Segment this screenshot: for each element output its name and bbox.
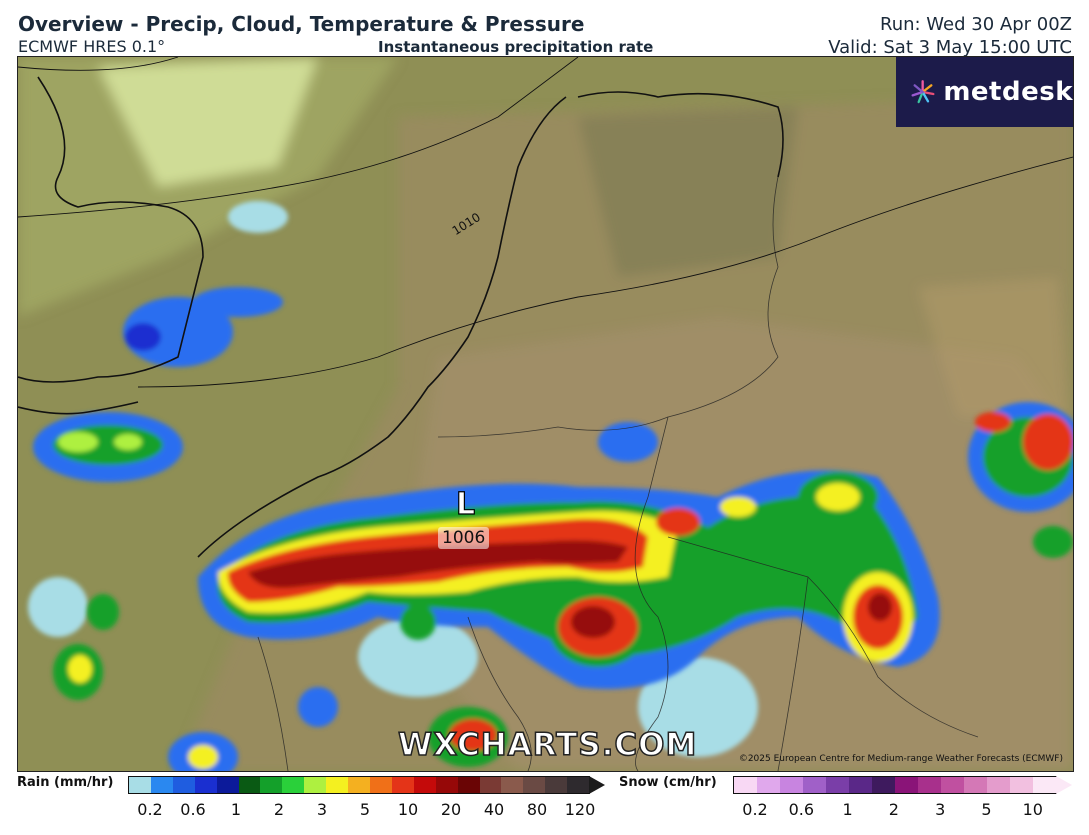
snow-swatch — [1010, 777, 1033, 793]
snow-swatch — [734, 777, 757, 793]
rain-swatch — [567, 777, 590, 793]
rain-tick: 3 — [316, 800, 328, 819]
map-canvas — [18, 57, 1073, 771]
rain-tick: 0.2 — [137, 800, 163, 819]
rain-color-bar — [128, 776, 590, 794]
rain-tick: 2 — [273, 800, 285, 819]
valid-time: Valid: Sat 3 May 15:00 UTC — [828, 37, 1072, 58]
snow-tick: 5 — [981, 800, 992, 819]
rain-tick: 5 — [359, 800, 371, 819]
rain-tick: 10 — [397, 800, 419, 819]
rain-swatch — [282, 777, 305, 793]
snow-color-bar — [733, 776, 1057, 794]
rain-bar-arrow — [589, 776, 605, 794]
rain-tick: 120 — [564, 800, 596, 819]
rain-swatch — [501, 777, 524, 793]
snow-swatch — [895, 777, 918, 793]
snow-swatch — [987, 777, 1010, 793]
chart-title: Overview - Precip, Cloud, Temperature & … — [18, 12, 585, 36]
rain-swatch — [238, 777, 261, 793]
rain-swatch — [194, 777, 217, 793]
run-time: Run: Wed 30 Apr 00Z — [880, 14, 1072, 35]
rain-tick: 20 — [440, 800, 462, 819]
rain-swatch — [435, 777, 458, 793]
rain-swatch — [369, 777, 392, 793]
borders — [257, 176, 979, 771]
rain-tick: 1 — [230, 800, 242, 819]
rain-swatch — [216, 777, 239, 793]
rain-swatch — [457, 777, 480, 793]
rain-legend-label: Rain (mm/hr) — [17, 775, 114, 790]
low-pressure-marker: L — [455, 486, 476, 522]
snow-tick: 0.2 — [742, 800, 768, 819]
rain-tick: 80 — [526, 800, 548, 819]
rain-swatch — [413, 777, 436, 793]
metdesk-logo: metdesk — [896, 57, 1073, 127]
snow-legend-label: Snow (cm/hr) — [619, 775, 717, 790]
rain-swatch — [172, 777, 195, 793]
snow-swatch — [849, 777, 872, 793]
weather-map[interactable]: metdesk 1010 L 1006 WXCHARTS.COM ©2025 E… — [17, 56, 1074, 772]
rain-swatch — [545, 777, 568, 793]
snow-swatch — [803, 777, 826, 793]
rain-swatch — [304, 777, 327, 793]
chart-subtitle: Instantaneous precipitation rate — [378, 38, 654, 56]
light-precip-patches — [28, 201, 758, 757]
snow-swatch — [780, 777, 803, 793]
model-name: ECMWF HRES 0.1° — [18, 37, 166, 56]
snow-swatch — [826, 777, 849, 793]
rain-swatch — [479, 777, 502, 793]
rain-swatch — [129, 777, 151, 793]
low-pressure-value: 1006 — [438, 527, 490, 549]
metdesk-flower-icon — [911, 80, 935, 104]
snow-swatch — [872, 777, 895, 793]
snow-tick: 1 — [842, 800, 853, 819]
rain-swatch — [260, 777, 283, 793]
snow-tick: 0.6 — [788, 800, 815, 819]
snow-swatch — [918, 777, 941, 793]
snow-swatch — [757, 777, 780, 793]
rain-tick: 0.6 — [180, 800, 206, 819]
snow-swatch — [1033, 777, 1056, 793]
rain-swatch — [348, 777, 370, 793]
logo-text: metdesk — [943, 77, 1073, 107]
precipitation-bands — [33, 287, 1073, 771]
copyright-notice: ©2025 European Centre for Medium-range W… — [738, 754, 1063, 764]
rain-swatch — [150, 777, 173, 793]
isobars — [18, 57, 1073, 388]
snow-swatch — [964, 777, 987, 793]
snow-swatch — [941, 777, 964, 793]
coastlines — [18, 76, 784, 558]
snow-bar-arrow — [1056, 776, 1072, 794]
watermark: WXCHARTS.COM — [397, 726, 698, 764]
rain-tick: 40 — [483, 800, 505, 819]
rain-swatch — [326, 777, 349, 793]
snow-tick: 2 — [888, 800, 899, 819]
rain-swatch — [523, 777, 546, 793]
snow-tick: 3 — [935, 800, 946, 819]
rain-swatch — [391, 777, 414, 793]
snow-tick: 10 — [1022, 800, 1043, 819]
